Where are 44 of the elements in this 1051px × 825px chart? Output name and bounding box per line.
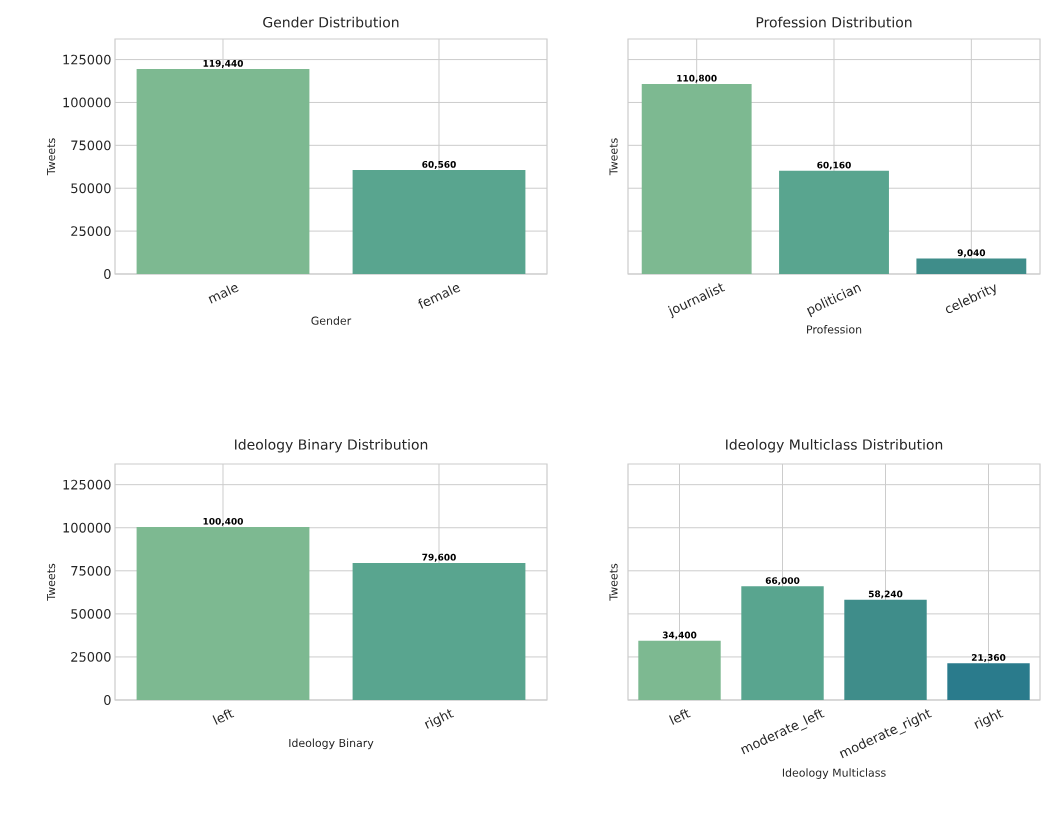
chart-title: Ideology Multiclass Distribution	[726, 439, 943, 453]
bar	[638, 640, 721, 700]
data-label: 79,600	[422, 553, 456, 562]
y-tick-label: 25000	[71, 226, 111, 237]
chart-title: Ideology Binary Distribution	[235, 439, 428, 453]
bar	[844, 599, 927, 700]
x-axis-title: Ideology Multiclass	[782, 768, 886, 779]
x-tick-label: male	[208, 285, 239, 304]
y-axis-title: Tweets	[609, 138, 618, 176]
data-label: 60,560	[422, 160, 456, 169]
y-tick-label: 50000	[71, 183, 111, 194]
y-tick-label: 25000	[71, 652, 111, 662]
data-label: 58,240	[868, 590, 903, 599]
data-label: 119,440	[203, 59, 243, 68]
x-tick-label: right	[424, 709, 455, 729]
data-label: 21,360	[971, 654, 1006, 663]
data-label: 66,000	[765, 577, 800, 586]
y-tick-label: 0	[104, 695, 111, 705]
y-tick-label: 100000	[63, 522, 111, 533]
y-tick-label: 125000	[63, 54, 111, 65]
x-tick-label: right	[974, 709, 1004, 729]
chart-title: Profession Distribution	[756, 16, 912, 28]
x-tick-label: left	[212, 709, 235, 725]
x-axis-title: Gender	[311, 316, 352, 325]
x-axis-title: Profession	[807, 325, 862, 334]
x-axis-title: Ideology Binary	[289, 738, 374, 750]
y-tick-label: 0	[104, 269, 111, 279]
y-tick-label: 125000	[63, 479, 111, 490]
y-tick-label: 75000	[71, 140, 111, 151]
y-tick-label: 75000	[71, 565, 111, 576]
y-axis-title: Tweets	[47, 138, 56, 176]
x-tick-label: left	[669, 709, 691, 725]
y-axis-title: Tweets	[47, 563, 56, 601]
chart-title: Gender Distribution	[263, 16, 399, 28]
y-tick-label: 50000	[71, 608, 111, 619]
y-axis-title: Tweets	[609, 563, 618, 601]
data-label: 9,040	[957, 249, 986, 258]
data-label: 34,400	[662, 631, 697, 640]
bar	[947, 663, 1030, 700]
data-label: 110,800	[677, 74, 717, 83]
data-label: 60,160	[817, 161, 851, 170]
y-tick-label: 100000	[63, 97, 111, 108]
bar	[741, 586, 824, 700]
data-label: 100,400	[203, 517, 243, 526]
